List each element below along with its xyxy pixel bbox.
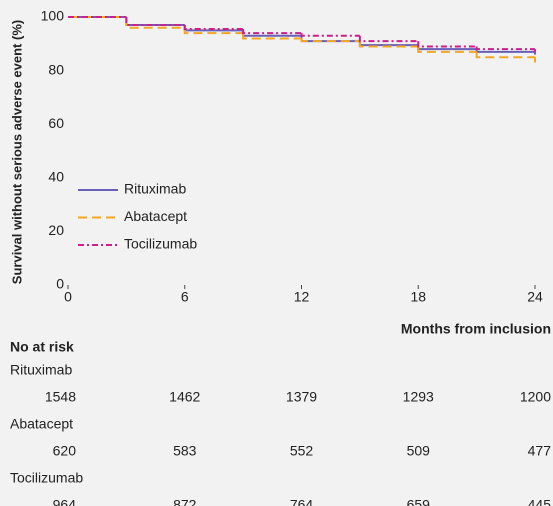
x-tick-label: 0 <box>64 289 72 305</box>
risk-group-name: Tocilizumab <box>10 470 83 486</box>
risk-count: 872 <box>173 497 197 506</box>
x-tick-label: 18 <box>410 289 426 305</box>
survival-step <box>417 41 477 48</box>
risk-count: 1293 <box>403 389 434 405</box>
survival-step <box>475 51 535 59</box>
y-tick-label: 80 <box>48 61 64 77</box>
legend-label: Tocilizumab <box>124 236 197 252</box>
legend-label: Rituximab <box>124 181 186 197</box>
x-tick-label: 6 <box>181 289 189 305</box>
risk-group-name: Rituximab <box>10 362 72 378</box>
risk-count: 764 <box>290 497 314 506</box>
y-tick-label: 0 <box>56 276 64 292</box>
risk-count: 964 <box>53 497 77 506</box>
risk-count: 552 <box>290 443 314 459</box>
risk-table-title: No at risk <box>10 339 74 355</box>
y-tick-label: 60 <box>48 115 64 131</box>
survival-step <box>358 41 419 48</box>
x-tick-label: 24 <box>527 289 543 305</box>
risk-count: 509 <box>407 443 431 459</box>
legend-label: Abatacept <box>124 208 187 224</box>
risk-count: 477 <box>528 443 552 459</box>
survival-step <box>125 17 185 27</box>
risk-count: 1200 <box>520 389 551 405</box>
survival-step <box>475 46 535 51</box>
survival-step <box>242 29 302 35</box>
risk-count: 583 <box>173 443 197 459</box>
survival-step <box>125 17 185 27</box>
risk-count: 620 <box>53 443 77 459</box>
survival-step <box>183 25 244 31</box>
survival-step <box>358 35 419 43</box>
survival-step <box>300 33 360 37</box>
risk-count: 1548 <box>45 389 76 405</box>
x-axis-title: Months from inclusion <box>401 321 551 337</box>
y-tick-label: 100 <box>41 8 65 24</box>
risk-count: 445 <box>528 497 552 506</box>
x-tick-label: 12 <box>294 289 310 305</box>
y-axis-title: Survival without serious adverse event (… <box>9 20 24 284</box>
y-tick-label: 40 <box>48 169 64 185</box>
risk-group-name: Abatacept <box>10 416 73 432</box>
risk-count: 1379 <box>286 389 317 405</box>
survival-step <box>417 46 477 53</box>
risk-count: 1462 <box>169 389 200 405</box>
survival-step <box>300 38 360 43</box>
survival-step <box>125 17 185 29</box>
y-tick-label: 20 <box>48 222 64 238</box>
survival-step <box>242 33 302 40</box>
risk-count: 659 <box>407 497 431 506</box>
